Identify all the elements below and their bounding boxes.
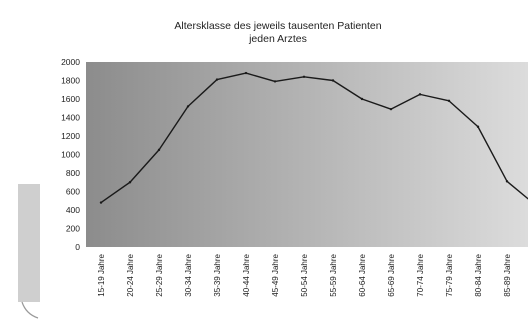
y-tick-label: 1000 [61, 150, 80, 160]
chart-title: Altersklasse des jeweils tausenten Patie… [174, 20, 381, 32]
data-point [331, 79, 335, 82]
data-point [215, 78, 219, 81]
series-line [99, 71, 528, 204]
data-point [157, 148, 161, 152]
x-tick-label: 35-39 Jahre [213, 253, 222, 296]
y-tick-label: 1800 [61, 76, 80, 86]
data-point [244, 71, 248, 75]
plot-area [86, 62, 528, 247]
x-tick-label: 15-19 Jahre [97, 253, 106, 296]
corner-curl [21, 301, 39, 319]
y-tick-label: 800 [66, 168, 80, 178]
data-point [273, 80, 277, 83]
data-point [99, 201, 103, 204]
x-tick-label: 45-49 Jahre [271, 253, 280, 296]
y-tick-label: 600 [66, 187, 80, 197]
y-tick-label: 200 [66, 224, 80, 234]
x-tick-label: 70-74 Jahre [416, 253, 425, 296]
x-tick-label: 65-69 Jahre [387, 253, 396, 296]
y-tick-label: 0 [75, 242, 80, 252]
x-tick-label: 85-89 Jahre [503, 253, 512, 296]
y-tick-label: 2000 [61, 57, 80, 67]
x-tick-label: 50-54 Jahre [300, 253, 309, 296]
x-tick-label: 30-34 Jahre [184, 253, 193, 296]
data-point [360, 97, 364, 101]
data-point [186, 105, 190, 108]
data-point [128, 181, 132, 184]
data-point [476, 125, 480, 128]
data-point [447, 99, 451, 103]
x-tick-label: 40-44 Jahre [242, 253, 251, 296]
y-tick-label: 1200 [61, 131, 80, 141]
x-tick-label: 20-24 Jahre [126, 253, 135, 296]
x-tick-label: 55-59 Jahre [329, 253, 338, 296]
side-strip [18, 184, 40, 302]
data-point [418, 93, 422, 96]
x-axis: 15-19 Jahre 20-24 Jahre 25-29 Jahre 30-34 J… [97, 253, 512, 296]
y-tick-label: 400 [66, 205, 80, 215]
data-point [505, 180, 509, 183]
x-tick-label: 80-84 Jahre [474, 253, 483, 296]
data-point [302, 75, 306, 79]
y-tick-label: 1600 [61, 94, 80, 104]
y-axis: 0 200 400 600 800 1000 1200 1400 1600 1800 2000 [61, 57, 80, 252]
x-tick-label: 25-29 Jahre [155, 253, 164, 296]
x-tick-label: 60-64 Jahre [358, 253, 367, 296]
chart-subtitle: jeden Arztes [248, 33, 307, 45]
y-tick-label: 1400 [61, 113, 80, 123]
x-tick-label: 75-79 Jahre [445, 253, 454, 296]
series-polyline [100, 72, 528, 204]
data-point [389, 107, 393, 111]
